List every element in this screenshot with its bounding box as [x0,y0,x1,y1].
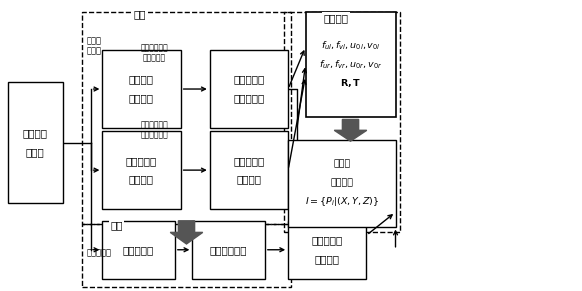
Text: 结构参数: 结构参数 [236,175,261,184]
Text: 三维坐标: 三维坐标 [331,179,353,188]
Text: 双球面镜: 双球面镜 [129,74,154,85]
Text: 测量: 测量 [111,220,123,230]
Text: 像模型参数: 像模型参数 [233,93,265,103]
Text: 镜像双目三维
测量模型标定: 镜像双目三维 测量模型标定 [141,120,168,139]
Text: $\mathbf{R,T}$: $\mathbf{R,T}$ [340,77,361,89]
Text: 虚拟相机成: 虚拟相机成 [233,74,265,85]
Text: 标定图像: 标定图像 [129,175,154,184]
Bar [192,221,265,279]
Text: 标定图像: 标定图像 [129,93,154,103]
Text: 球面畸变校正: 球面畸变校正 [210,245,247,255]
Bar [306,12,396,116]
Bar [8,82,63,203]
Text: $f_{ur},f_{vr},u_{0r},v_{0r}$: $f_{ur},f_{vr},u_{0r},v_{0r}$ [319,58,382,71]
Text: 镜像双目的: 镜像双目的 [233,156,265,166]
Text: $f_{ul},f_{vl},u_{0l},v_{0l}$: $f_{ul},f_{vl},u_{0l},v_{0l}$ [321,39,381,52]
Text: 三维重建: 三维重建 [324,13,349,23]
Bar [82,12,291,224]
Bar [288,221,367,279]
Bar [288,140,396,227]
Text: 被测物原图: 被测物原图 [123,245,154,255]
Text: 标定: 标定 [134,10,146,19]
Polygon shape [334,119,367,141]
Text: 无球面畸变: 无球面畸变 [126,156,157,166]
Text: $I=\{P_i|(X,Y,Z)\}$: $I=\{P_i|(X,Y,Z)\}$ [304,196,379,208]
Bar [284,12,400,233]
Bar [102,50,180,128]
Text: 测量点: 测量点 [333,160,350,169]
Text: 拍摄标
定靶标: 拍摄标 定靶标 [87,36,102,55]
Text: 拍摄被测物: 拍摄被测物 [87,248,112,257]
Text: 测量图像: 测量图像 [315,254,340,264]
Bar [82,224,291,288]
Text: 无球面畸变: 无球面畸变 [312,235,343,245]
Polygon shape [170,221,203,244]
Text: 传感器: 传感器 [26,147,45,157]
Bar [210,131,288,209]
Bar [102,131,180,209]
Text: 镜像双目: 镜像双目 [23,128,48,138]
Text: 虚拟相机的成
像模型标定: 虚拟相机的成 像模型标定 [141,43,168,63]
Bar [210,50,288,128]
Bar [102,221,175,279]
